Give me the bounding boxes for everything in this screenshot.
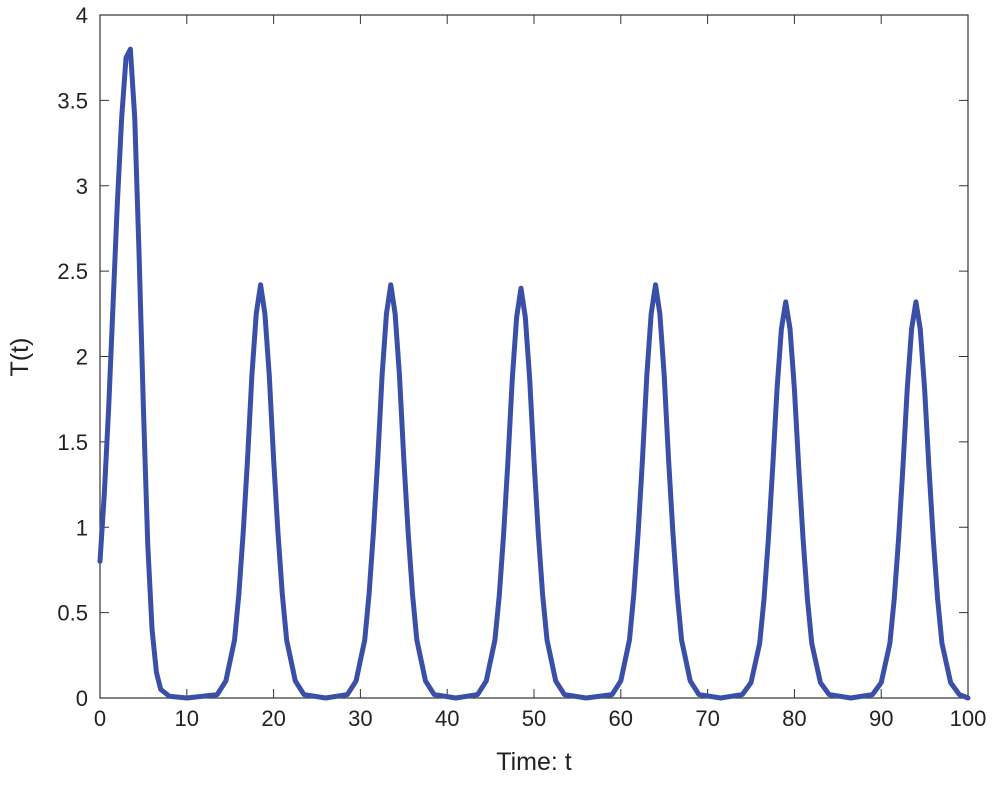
y-tick-label: 2	[76, 345, 88, 370]
x-tick-label: 90	[869, 706, 893, 731]
y-axis-label: T(t)	[6, 338, 34, 377]
x-tick-label: 70	[695, 706, 719, 731]
y-tick-label: 3	[76, 174, 88, 199]
y-tick-label: 3.5	[57, 88, 88, 113]
x-tick-label: 40	[435, 706, 459, 731]
y-tick-label: 4	[76, 3, 88, 28]
x-axis-label: Time: t	[496, 748, 572, 776]
y-tick-label: 2.5	[57, 259, 88, 284]
x-tick-label: 0	[94, 706, 106, 731]
data-line	[97, 46, 971, 701]
plot-frame	[99, 14, 969, 699]
y-tick-label: 0	[76, 686, 88, 711]
x-tick-label: 10	[175, 706, 199, 731]
x-tick-label: 100	[950, 706, 987, 731]
y-tick-label: 1	[76, 515, 88, 540]
x-tick-label: 30	[348, 706, 372, 731]
x-tick-label: 80	[782, 706, 806, 731]
x-tick-label: 60	[609, 706, 633, 731]
y-tick-label: 0.5	[57, 601, 88, 626]
y-tick-label: 1.5	[57, 430, 88, 455]
x-tick-label: 50	[522, 706, 546, 731]
x-tick-label: 20	[261, 706, 285, 731]
